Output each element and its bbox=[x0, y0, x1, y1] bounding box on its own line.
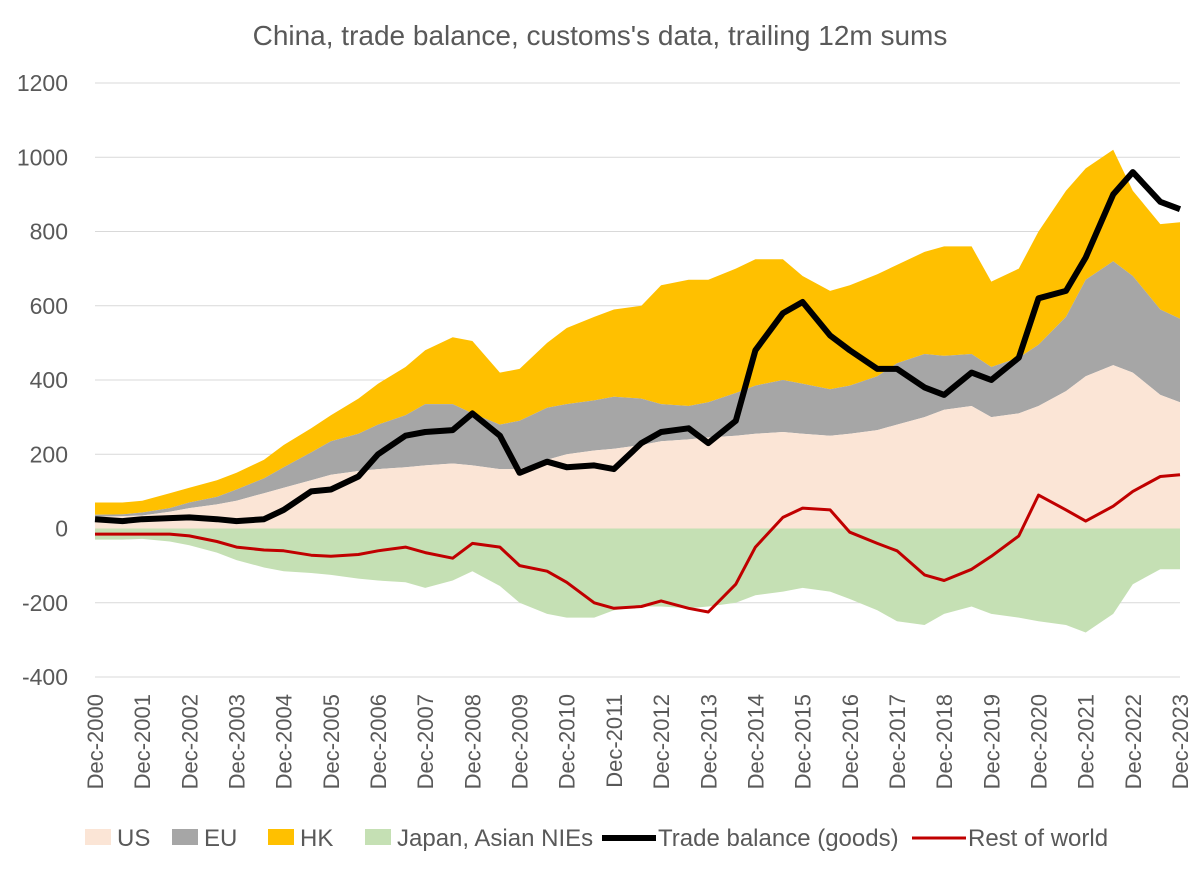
x-tick-label: Dec-2008 bbox=[460, 694, 485, 789]
x-tick-label: Dec-2023 bbox=[1168, 694, 1193, 789]
line-layer bbox=[94, 169, 1182, 614]
legend-swatch-us bbox=[85, 829, 111, 845]
y-tick-label: -400 bbox=[22, 664, 68, 690]
y-tick-label: 800 bbox=[30, 219, 68, 245]
x-tick-label: Dec-2012 bbox=[649, 694, 674, 789]
area-hk bbox=[95, 149, 1180, 515]
x-tick-label: Dec-2015 bbox=[791, 694, 816, 789]
x-tick-label: Dec-2011 bbox=[602, 694, 627, 788]
legend-label-trade-balance-goods: Trade balance (goods) bbox=[658, 825, 899, 852]
x-axis: Dec-2000 Dec-2001 Dec-2002 Dec-2003 Dec-2004… bbox=[83, 694, 1193, 789]
y-tick-label: 1200 bbox=[17, 70, 68, 96]
x-tick-label: Dec-2016 bbox=[838, 694, 863, 789]
x-tick-label: Dec-2017 bbox=[885, 694, 910, 789]
x-tick-label: Dec-2019 bbox=[979, 694, 1004, 789]
x-tick-label: Dec-2001 bbox=[130, 694, 155, 789]
y-tick-label: 400 bbox=[30, 367, 68, 393]
x-tick-label: Dec-2000 bbox=[83, 694, 108, 789]
line-rest-of-world bbox=[95, 473, 1181, 614]
legend-swatch-eu bbox=[172, 829, 198, 845]
x-tick-label: Dec-2007 bbox=[413, 694, 438, 789]
y-axis: -400 -200 0 200 400 600 800 1000 1200 bbox=[17, 70, 68, 690]
area-eu bbox=[95, 261, 1180, 517]
x-tick-label: Dec-2013 bbox=[696, 694, 721, 789]
x-tick-label: Dec-2022 bbox=[1121, 694, 1146, 789]
y-tick-label: 0 bbox=[55, 516, 68, 542]
legend-swatch-japan-asian-nies bbox=[365, 829, 391, 845]
legend-swatch-hk bbox=[268, 829, 294, 845]
legend-label-rest-of-world: Rest of world bbox=[968, 825, 1108, 852]
x-tick-label: Dec-2009 bbox=[508, 694, 533, 789]
y-tick-label: 200 bbox=[30, 441, 68, 467]
chart-title: China, trade balance, customs's data, tr… bbox=[253, 20, 948, 51]
x-tick-label: Dec-2006 bbox=[366, 694, 391, 789]
legend-label-us: US bbox=[117, 825, 150, 852]
line-trade-balance bbox=[94, 169, 1182, 525]
x-tick-label: Dec-2005 bbox=[319, 694, 344, 789]
legend: US EU HK Japan, Asian NIEs Trade balance (go… bbox=[85, 825, 1108, 852]
x-tick-label: Dec-2021 bbox=[1074, 694, 1099, 789]
x-tick-label: Dec-2003 bbox=[225, 694, 250, 789]
y-tick-label: -200 bbox=[22, 590, 68, 616]
x-tick-label: Dec-2018 bbox=[932, 694, 957, 789]
area-layer bbox=[95, 149, 1180, 633]
x-tick-label: Dec-2014 bbox=[743, 694, 768, 789]
y-tick-label: 1000 bbox=[17, 144, 68, 170]
area-japan-asian-nies bbox=[95, 528, 1180, 633]
y-tick-label: 600 bbox=[30, 293, 68, 319]
legend-label-eu: EU bbox=[204, 825, 237, 852]
legend-label-hk: HK bbox=[300, 825, 333, 852]
x-tick-label: Dec-2002 bbox=[177, 694, 202, 789]
x-tick-label: Dec-2010 bbox=[555, 694, 580, 789]
legend-label-japan-asian-nies: Japan, Asian NIEs bbox=[397, 825, 593, 852]
x-tick-label: Dec-2004 bbox=[272, 694, 297, 789]
x-tick-label: Dec-2020 bbox=[1027, 694, 1052, 789]
